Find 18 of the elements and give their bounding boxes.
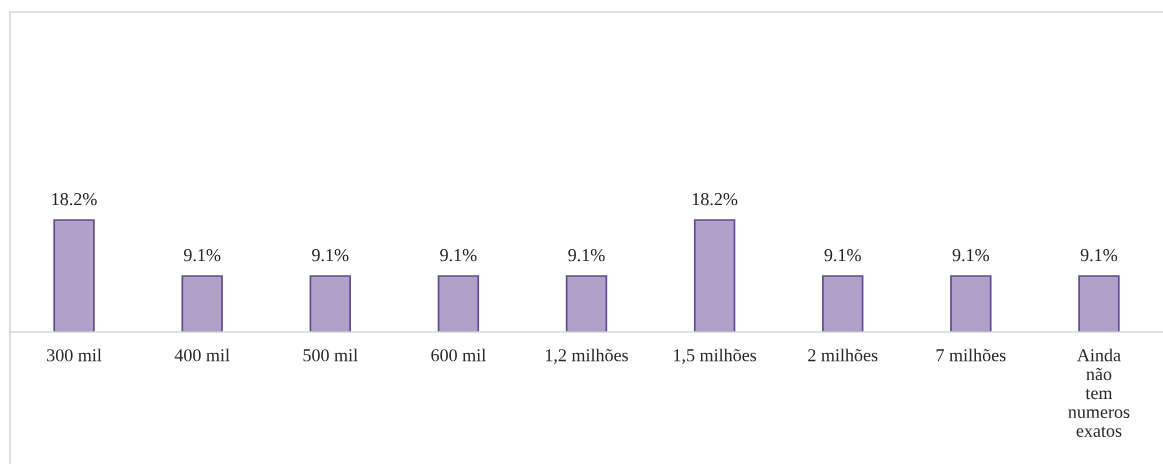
- data-label: 9.1%: [183, 249, 221, 262]
- x-tick-label: 500 mil: [303, 348, 358, 362]
- data-label: 9.1%: [824, 249, 861, 262]
- x-tick-label: 400 mil: [174, 348, 230, 362]
- x-tick-label: 2 milhões: [808, 348, 878, 362]
- data-label: 18.2%: [692, 193, 738, 206]
- data-label: 9.1%: [952, 249, 990, 262]
- data-label: 18.2%: [52, 193, 97, 206]
- data-label: 9.1%: [568, 249, 605, 262]
- data-label: 9.1%: [312, 249, 349, 262]
- data-label: 9.1%: [440, 249, 477, 262]
- x-tick-label: 1,5 milhões: [674, 348, 757, 364]
- x-tick-label: 7 milhões: [936, 348, 1006, 362]
- x-tick-label: 1,2 milhões: [545, 348, 628, 364]
- x-tick-label: 300 mil: [47, 348, 102, 362]
- x-tick-label: Ainda não tem numeros exatos: [1068, 348, 1130, 437]
- x-tick-label: 600 mil: [431, 348, 486, 362]
- data-label: 9.1%: [1080, 249, 1118, 262]
